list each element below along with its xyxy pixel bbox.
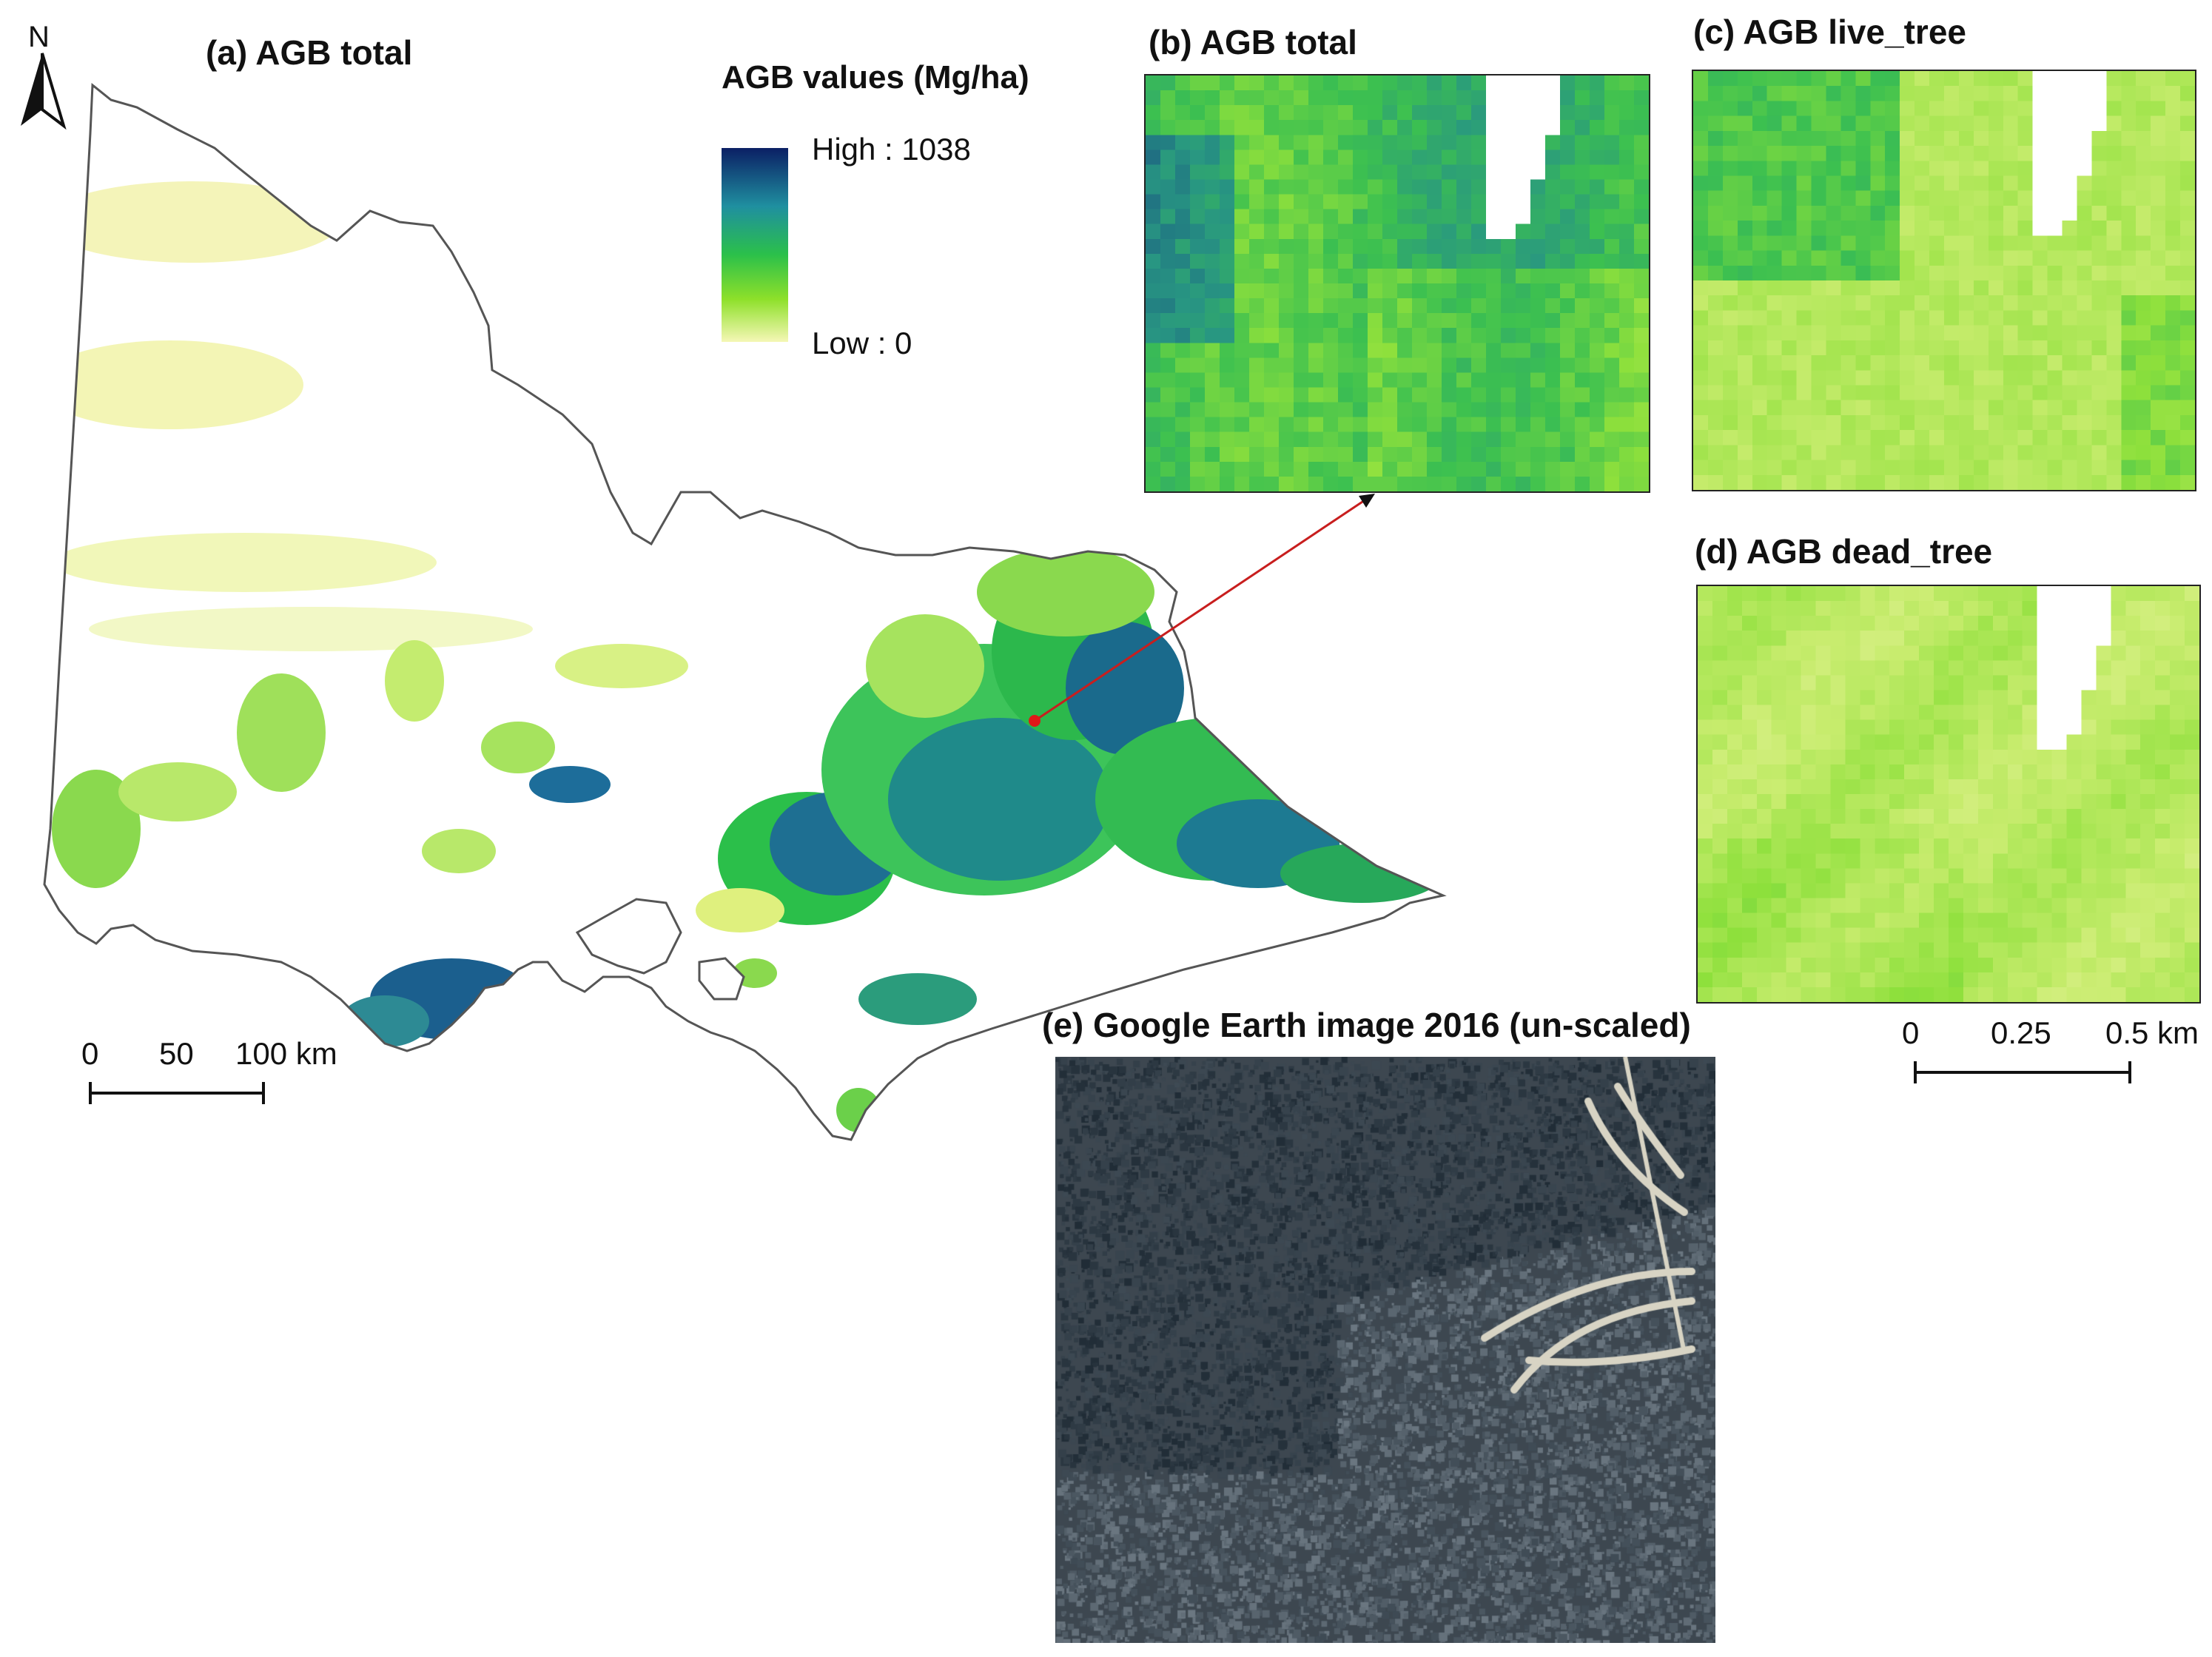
pointer-arrow-head [1359, 494, 1375, 508]
location-marker [1029, 715, 1041, 727]
scale-inset-tick-0: 0 [1902, 1015, 1920, 1050]
western-port [698, 957, 745, 1001]
panel-b-raster [1144, 74, 1650, 493]
panel-b-title: (b) AGB total [1149, 23, 1357, 61]
panel-e-title: (e) Google Earth image 2016 (un-scaled) [1042, 1006, 1691, 1044]
scale-bar-main: 0 50 100 km [74, 1036, 370, 1117]
legend-title: AGB values (Mg/ha) [722, 59, 1029, 95]
panel-c-title: (c) AGB live_tree [1693, 13, 1966, 51]
panel-e-satellite-image [1055, 1057, 1715, 1643]
panel-a-title: (a) AGB total [206, 33, 413, 72]
scale-inset-bar [1914, 1061, 2131, 1083]
legend-low-label: Low : 0 [812, 326, 912, 360]
legend-color-ramp [722, 148, 788, 342]
scale-main-bar [89, 1082, 265, 1104]
panel-d-title: (d) AGB dead_tree [1695, 532, 1993, 571]
scale-main-tick-0: 0 [81, 1036, 99, 1071]
scale-bar-inset: 0 0.25 0.5 km [1895, 1015, 2205, 1097]
scale-inset-tick-2: 0.5 km [2105, 1015, 2199, 1050]
north-arrow: N [16, 21, 68, 132]
panel-c-raster [1692, 70, 2196, 491]
pointer-arrow-line [1034, 496, 1370, 722]
north-arrow-icon [21, 53, 67, 130]
legend: AGB values (Mg/ha) High : 1038 Low : 0 [722, 59, 1106, 363]
scale-inset-tick-1: 0.25 [1991, 1015, 2051, 1050]
scale-main-tick-1: 50 [159, 1036, 194, 1071]
legend-high-label: High : 1038 [812, 132, 971, 167]
north-label: N [28, 21, 50, 53]
panel-d-raster [1696, 585, 2201, 1004]
scale-main-tick-2: 100 km [235, 1036, 337, 1071]
port-phillip-bay [575, 898, 682, 975]
